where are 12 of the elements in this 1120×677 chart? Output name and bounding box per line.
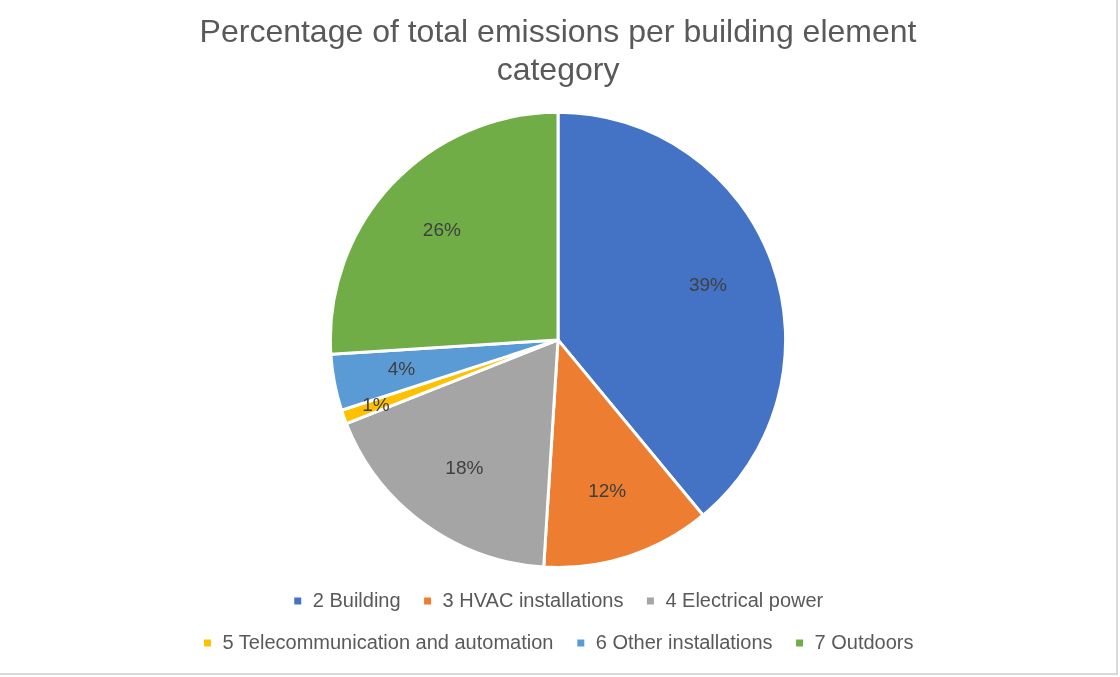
legend-label: 7 Outdoors xyxy=(814,630,914,653)
legend-label: 5 Telecommunication and automation xyxy=(222,630,554,653)
data-label: 39% xyxy=(688,274,728,296)
legend-label: 2 Building xyxy=(312,588,401,611)
legend-label: 3 HVAC installations xyxy=(442,588,624,611)
legend-label: 4 Electrical power xyxy=(665,588,824,611)
chart-title: Percentage of total emissions per building element category xyxy=(199,13,917,88)
data-label: 4% xyxy=(387,357,416,379)
data-label: 18% xyxy=(445,457,484,479)
data-label: 26% xyxy=(422,219,461,241)
data-label: 12% xyxy=(588,479,627,501)
legend-label: 6 Other installations xyxy=(595,630,773,653)
